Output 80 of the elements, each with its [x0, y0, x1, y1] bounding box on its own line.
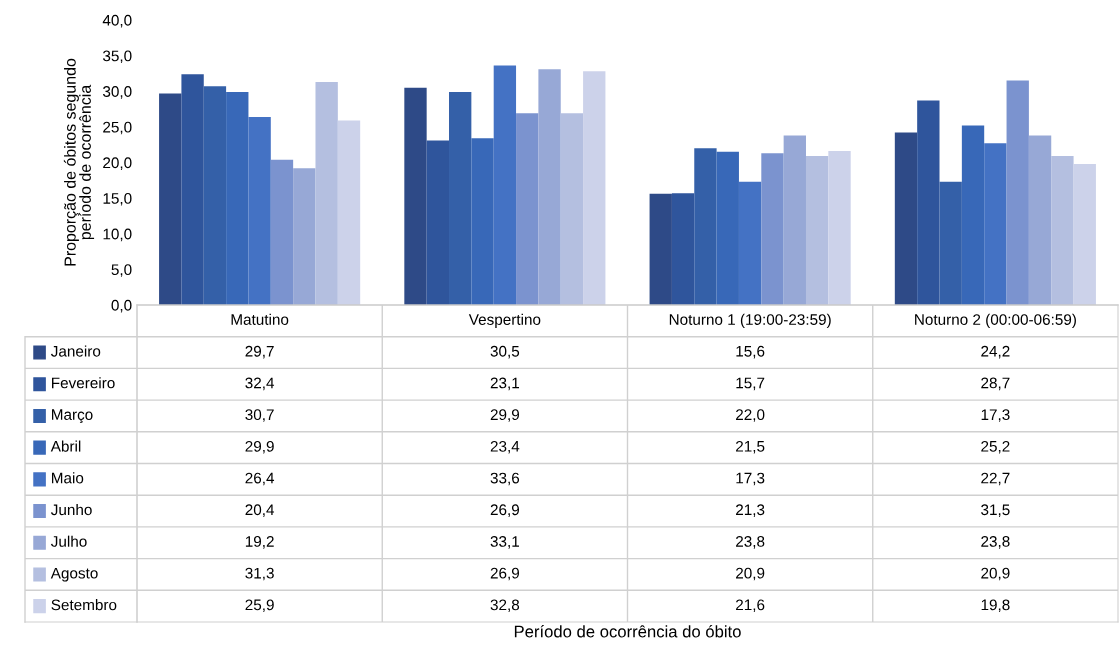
legend-label: Julho [51, 535, 87, 547]
data-label: 31,3 [245, 567, 274, 581]
bar [337, 120, 361, 305]
y-tick-label: 20,0 [103, 157, 132, 170]
y-tick-label: 5,0 [111, 264, 132, 277]
x-tick-label: Matutino [231, 313, 289, 325]
bar [761, 153, 784, 305]
y-tick-label: 15,0 [103, 192, 132, 206]
data-label: 20,9 [981, 567, 1010, 581]
data-label: 26,4 [245, 472, 275, 486]
bar [1028, 135, 1052, 305]
data-label: 19,8 [981, 599, 1010, 613]
data-label: 15,7 [736, 377, 765, 391]
data-label: 20,9 [736, 567, 765, 581]
legend-label: Fevereiro [52, 377, 115, 389]
x-tick-label: Vespertino [468, 313, 541, 328]
legend-label: Agosto [50, 567, 98, 582]
bar [560, 113, 584, 305]
data-label: 21,3 [736, 504, 765, 517]
data-label: 26,9 [490, 504, 520, 517]
data-label: 17,3 [736, 472, 765, 486]
data-label: 25,9 [245, 599, 274, 613]
bar [315, 81, 338, 305]
data-label: 15,6 [736, 345, 765, 359]
text: Período de ocorrência do óbito [514, 625, 741, 638]
data-label: 33,6 [490, 472, 520, 486]
data-label: 29,9 [245, 440, 274, 454]
y-axis-title: Proporção de óbitos segundo período de ocorrência [63, 58, 95, 266]
bar [1051, 156, 1074, 305]
x-tick-label: Noturno 2 (00:00-06:59) [915, 313, 1076, 328]
bar [1006, 80, 1029, 305]
data-label: 22,7 [981, 472, 1010, 486]
data-label: 31,5 [981, 504, 1010, 517]
y-tick-label: 40,0 [102, 14, 132, 28]
data-label: 32,8 [490, 599, 520, 613]
data-label: 33,1 [490, 536, 519, 549]
legend-label: Março [52, 409, 93, 424]
bar [293, 168, 316, 305]
legend-label: Janeiro [51, 345, 101, 357]
legend-label: Junho [51, 503, 92, 516]
y-tick-label: 25,0 [103, 121, 132, 135]
legend-label: Abril [50, 440, 81, 452]
y-tick-label: 35,0 [102, 50, 132, 64]
y-tick-label: 10,0 [103, 228, 132, 242]
data-label: 30,7 [245, 409, 274, 422]
data-label: 30,5 [490, 345, 520, 359]
data-label: 19,2 [245, 536, 274, 549]
data-label: 26,9 [490, 567, 520, 581]
bar [828, 151, 851, 305]
y-tick-label: 0,0 [111, 299, 132, 313]
bar [805, 156, 829, 305]
legend-label: Setembro [51, 599, 117, 611]
bar [516, 113, 539, 305]
y-tick-label: 30,0 [102, 86, 132, 99]
bar [538, 69, 561, 305]
bar [404, 87, 427, 305]
data-label: 23,8 [736, 536, 765, 549]
data-label: 23,8 [981, 536, 1010, 549]
data-label: 32,4 [245, 377, 275, 391]
data-label: 23,4 [490, 440, 520, 454]
data-label: 21,5 [736, 440, 765, 454]
bar [783, 135, 806, 305]
bar [583, 71, 606, 305]
data-label: 28,7 [981, 377, 1010, 391]
data-label: 24,2 [981, 345, 1010, 359]
data-label: 29,7 [245, 345, 274, 359]
bar [159, 93, 182, 305]
x-tick-label: Noturno 1 (19:00-23:59) [669, 313, 831, 328]
data-label: 21,6 [736, 599, 765, 613]
legend-label: Maio [52, 472, 84, 484]
bar [649, 193, 672, 305]
data-label: 22,0 [736, 409, 765, 422]
bar [894, 132, 918, 305]
bar [270, 159, 294, 305]
data-label: 29,9 [490, 409, 520, 422]
data-label: 20,4 [245, 504, 275, 517]
data-label: 23,1 [490, 377, 519, 391]
data-label: 25,2 [981, 440, 1010, 454]
data-label: 17,3 [981, 409, 1010, 422]
bar [1073, 163, 1096, 305]
